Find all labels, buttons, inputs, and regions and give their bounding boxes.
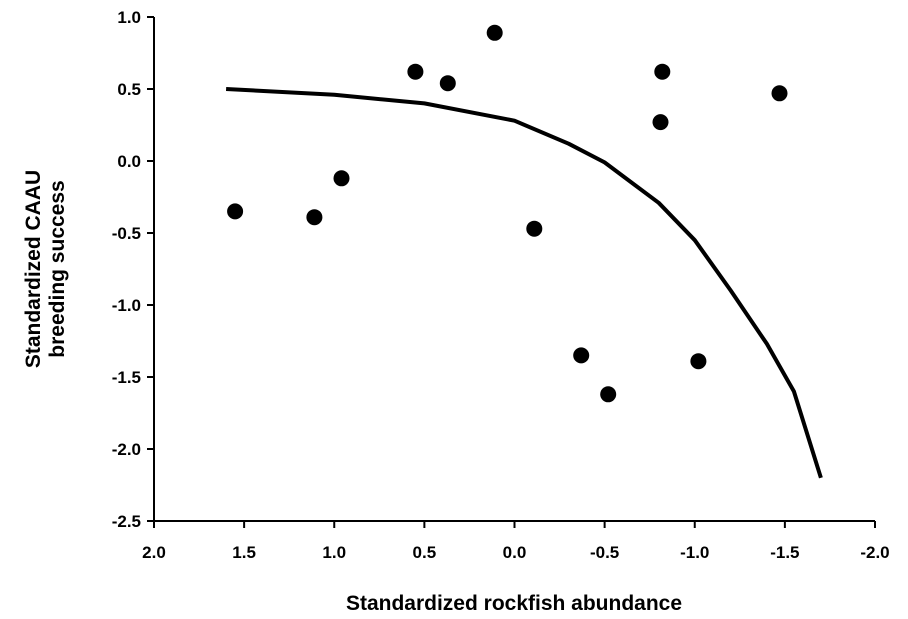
data-point [227,203,244,220]
data-point [526,220,543,237]
y-tick-label: -1.0 [112,296,141,315]
x-ticks: 2.0 1.5 1.0 0.5 0.0 -0.5 -1.0 -1.5 -2.0 [142,521,890,562]
data-point [306,209,323,226]
data-point [486,24,503,41]
x-tick-label: 0.5 [413,543,437,562]
y-tick-label: -0.5 [112,224,141,243]
data-point [690,353,707,370]
y-axis-title-line2: breeding success [46,180,69,357]
x-tick-label: 1.5 [232,543,256,562]
data-point [771,85,788,102]
x-tick-label: 2.0 [142,543,166,562]
y-tick-label: -2.5 [112,512,141,531]
y-axis-title-line1: Standardized CAAU [22,170,45,368]
y-tick-label: 0.0 [117,152,141,171]
y-tick-label: 0.5 [117,80,141,99]
y-tick-label: 1.0 [117,8,141,27]
y-tick-label: -1.5 [112,368,141,387]
x-tick-label: -1.0 [680,543,709,562]
plot-area [225,24,823,479]
data-point [652,114,669,131]
data-point [333,170,350,187]
x-tick-label: -1.5 [770,543,799,562]
y-tick-label: -2.0 [112,440,141,459]
fit-curve [225,87,823,479]
x-axis-title: Standardized rockfish abundance [346,592,682,615]
y-ticks: 1.0 0.5 0.0 -0.5 -1.0 -1.5 -2.0 -2.5 [112,8,154,531]
data-point [654,63,671,80]
data-point [600,386,617,403]
data-point [407,63,424,80]
data-point [439,75,456,92]
x-tick-label: -2.0 [860,543,889,562]
data-point [573,347,590,364]
x-tick-label: 0.0 [503,543,527,562]
x-tick-label: -0.5 [590,543,619,562]
x-tick-label: 1.0 [322,543,346,562]
